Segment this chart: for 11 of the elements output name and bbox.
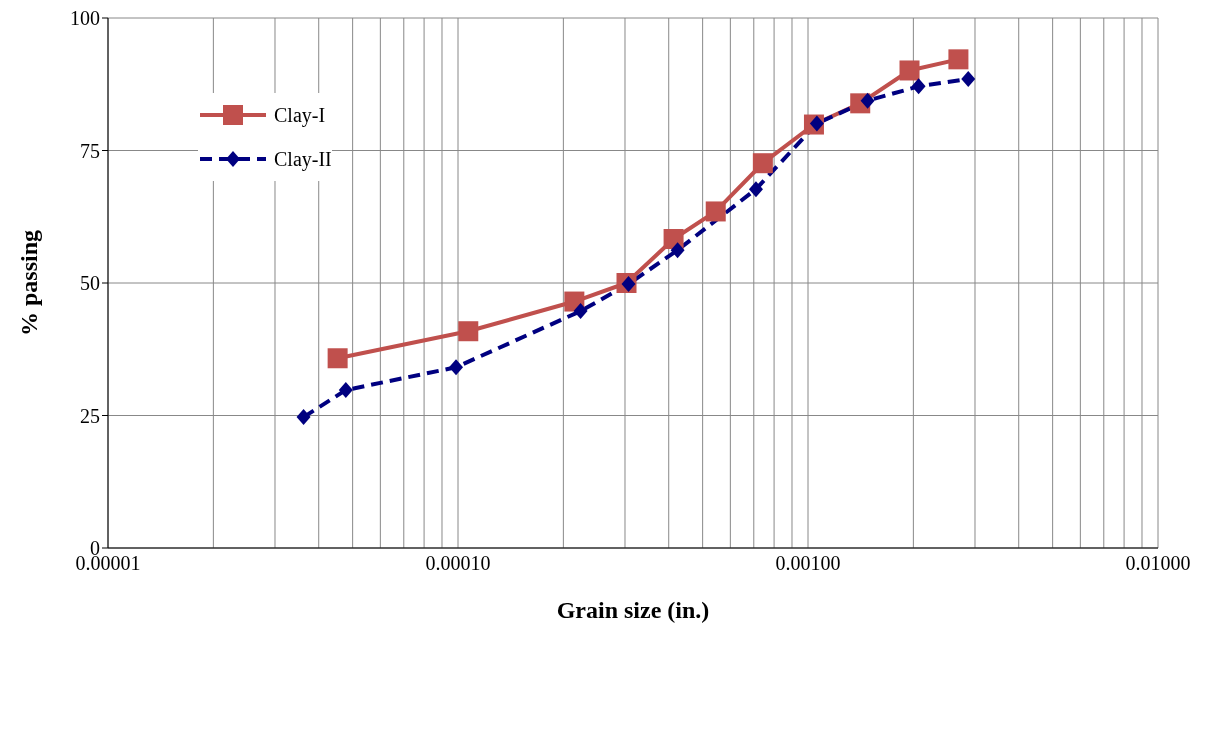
y-axis-title: % passing [15, 229, 42, 337]
legend-label: Clay-I [274, 103, 326, 127]
x-tick-label: 0.00010 [425, 552, 491, 575]
x-tick-label: 0.01000 [1125, 552, 1191, 575]
x-tick-label: 0.00100 [775, 552, 841, 575]
y-tick-label: 100 [70, 7, 100, 30]
legend-label: Clay-II [274, 147, 332, 171]
x-axis-title: Grain size (in.) [556, 597, 710, 623]
y-tick-label: 50 [80, 272, 100, 295]
y-tick-label: 75 [80, 139, 100, 162]
y-tick-label: 25 [80, 404, 100, 427]
